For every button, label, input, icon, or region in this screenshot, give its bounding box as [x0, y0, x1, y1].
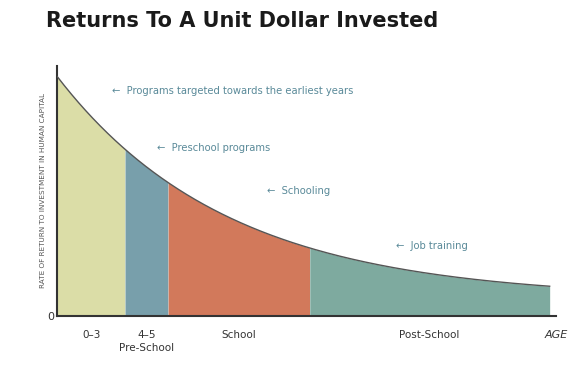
Text: School: School — [222, 330, 256, 339]
Text: ←  Programs targeted towards the earliest years: ← Programs targeted towards the earliest… — [112, 86, 354, 96]
Text: ←  Preschool programs: ← Preschool programs — [157, 143, 270, 153]
Text: Post-School: Post-School — [399, 330, 460, 339]
Text: 0–3: 0–3 — [82, 330, 100, 339]
Text: 4–5: 4–5 — [138, 330, 156, 339]
Text: Pre-School: Pre-School — [119, 344, 174, 353]
Text: ←  Schooling: ← Schooling — [266, 186, 330, 196]
Y-axis label: RATE OF RETURN TO INVESTMENT IN HUMAN CAPITAL: RATE OF RETURN TO INVESTMENT IN HUMAN CA… — [40, 93, 46, 288]
Text: AGE: AGE — [544, 330, 567, 339]
Text: Returns To A Unit Dollar Invested: Returns To A Unit Dollar Invested — [46, 11, 438, 31]
Text: ←  Job training: ← Job training — [397, 241, 468, 251]
